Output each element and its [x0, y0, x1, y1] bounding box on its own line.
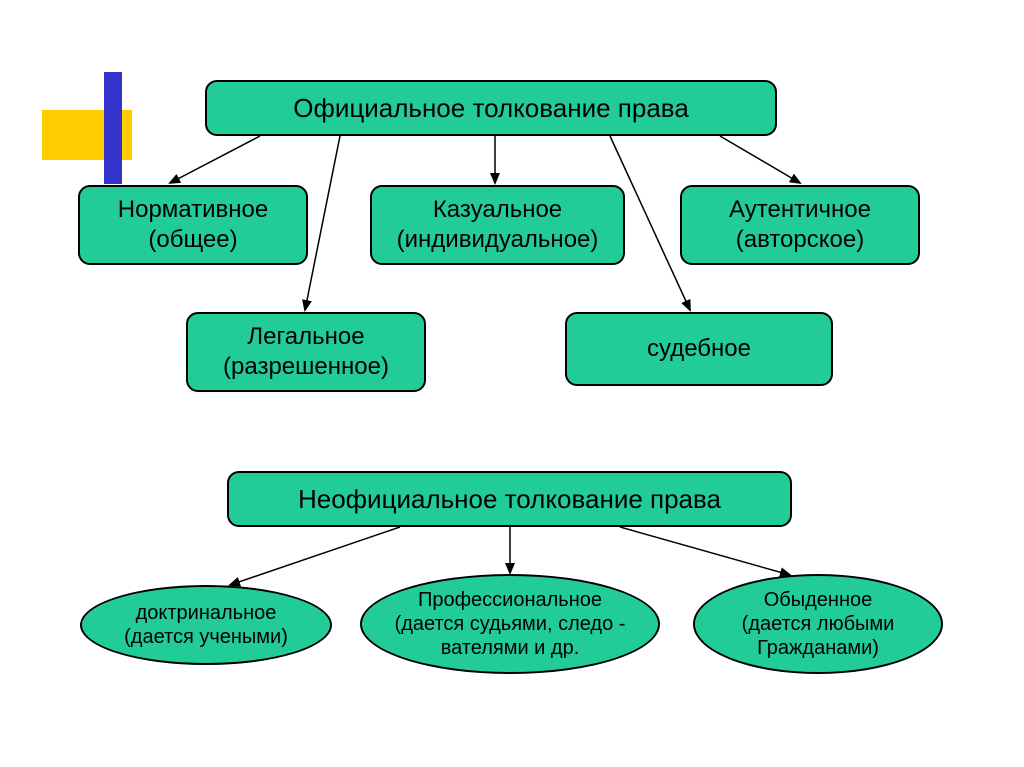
root-box-unofficial-label: Неофициальное толкование права: [298, 483, 721, 516]
box-legal-label: Легальное(разрешенное): [223, 322, 389, 382]
ellipse-doctrinal: доктринальное(дается учеными): [80, 585, 332, 665]
ellipse-professional-label: Профессиональное(дается судьями, следо -…: [395, 588, 626, 660]
decoration-blue: [104, 72, 122, 184]
ellipse-ordinary-label: Обыденное(дается любымиГражданами): [742, 588, 895, 660]
ellipse-professional: Профессиональное(дается судьями, следо -…: [360, 574, 660, 674]
box-judicial: судебное: [565, 312, 833, 386]
box-authentic: Аутентичное(авторское): [680, 185, 920, 265]
box-casual: Казуальное(индивидуальное): [370, 185, 625, 265]
root-box-unofficial: Неофициальное толкование права: [227, 471, 792, 527]
root-box-official: Официальное толкование права: [205, 80, 777, 136]
box-authentic-label: Аутентичное(авторское): [729, 195, 871, 255]
box-normative: Нормативное(общее): [78, 185, 308, 265]
box-legal: Легальное(разрешенное): [186, 312, 426, 392]
ellipse-doctrinal-label: доктринальное(дается учеными): [124, 601, 288, 649]
box-normative-label: Нормативное(общее): [118, 195, 268, 255]
root-box-official-label: Официальное толкование права: [293, 92, 689, 125]
box-casual-label: Казуальное(индивидуальное): [397, 195, 599, 255]
ellipse-ordinary: Обыденное(дается любымиГражданами): [693, 574, 943, 674]
box-judicial-label: судебное: [647, 334, 751, 364]
